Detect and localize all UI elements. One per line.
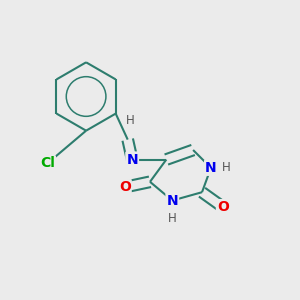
Text: N: N [205, 161, 217, 175]
Text: H: H [126, 114, 135, 127]
Text: N: N [126, 152, 138, 167]
Text: N: N [167, 194, 178, 208]
Text: O: O [217, 200, 229, 214]
Text: Cl: Cl [40, 156, 55, 170]
Text: O: O [119, 180, 131, 194]
Text: H: H [168, 212, 177, 225]
Text: H: H [221, 161, 230, 174]
